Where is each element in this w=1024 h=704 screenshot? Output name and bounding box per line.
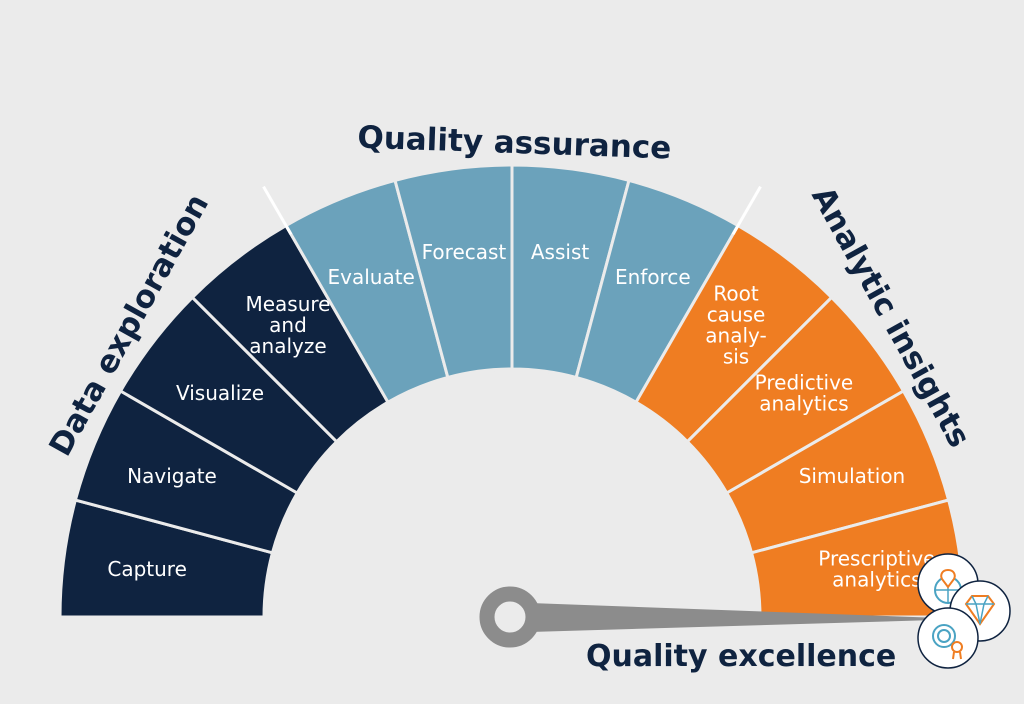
segment-label-simulation: Simulation [799,464,906,488]
fingerprint-certificate-icon [917,607,979,669]
segment-label-prescriptive-analytics: Prescriptive analytics [818,546,935,591]
category-label-quality-assurance: Quality assurance [357,120,672,167]
gauge-segments [58,163,966,619]
segment-labels: Capture Navigate Visualize Measure and analyz… [107,240,935,591]
segment-label-capture: Capture [107,557,187,581]
category-divider-2 [731,185,762,235]
segment-label-evaluate: Evaluate [327,265,414,289]
segment-label-assist: Assist [531,240,589,264]
segment-label-root-cause-analysis: Root cause analy-sis [705,282,766,369]
category-dividers [262,185,762,235]
excellence-icons [917,553,1011,669]
needle-pointer [530,603,968,632]
quality-excellence-label: Quality excellence [586,639,896,674]
segment-label-enforce: Enforce [615,265,691,289]
gauge-needle [479,586,968,648]
segment-label-measure-and-analyze: Measure and analyze [245,292,330,358]
category-divider-1 [262,185,293,235]
segment-label-predictive-analytics: Predictive analytics [755,370,854,415]
segment-label-forecast: Forecast [422,240,507,264]
segment-label-navigate: Navigate [127,464,217,488]
segment-label-visualize: Visualize [176,381,264,405]
needle-hub [479,586,541,648]
